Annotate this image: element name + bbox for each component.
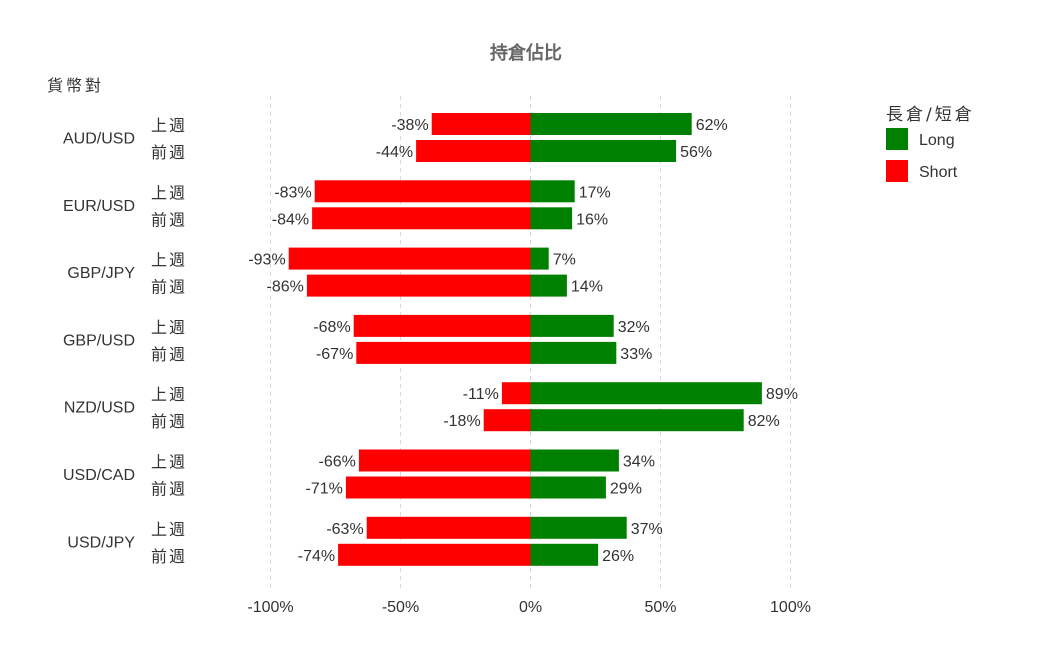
data-label-long: 37% <box>631 521 663 538</box>
data-label-short: -67% <box>316 346 353 363</box>
bar-long <box>530 274 567 297</box>
data-label-short: -71% <box>306 481 343 498</box>
period-label: 前週 <box>151 278 187 297</box>
data-label-short: -66% <box>319 454 356 471</box>
x-tick-label: 50% <box>644 599 676 616</box>
bar-long <box>530 314 614 337</box>
bar-long <box>530 543 599 566</box>
bar-short <box>353 314 531 337</box>
bar-long <box>530 140 677 162</box>
data-label-long: 26% <box>602 548 634 565</box>
data-label-long: 62% <box>696 117 728 134</box>
x-tick-label: -100% <box>247 599 293 616</box>
bar-short <box>345 476 531 499</box>
bar-short <box>483 409 531 432</box>
bar-long <box>530 409 744 432</box>
data-label-long: 56% <box>680 144 712 161</box>
period-label: 上週 <box>151 116 187 135</box>
period-label: 上週 <box>151 251 187 270</box>
category-label: USD/JPY <box>67 534 135 551</box>
bar-short <box>288 247 531 270</box>
data-label-short: -38% <box>391 117 428 134</box>
bar-short <box>416 140 531 162</box>
bar-short <box>501 382 531 405</box>
data-label-long: 17% <box>579 184 611 201</box>
bar-long <box>530 207 573 230</box>
period-label: 前週 <box>151 480 187 499</box>
bar-long <box>530 382 762 405</box>
legend: 長倉/短倉 Long Short <box>886 105 975 182</box>
data-label-long: 7% <box>553 252 576 269</box>
data-label-long: 89% <box>766 386 798 403</box>
data-label-short: -86% <box>267 279 304 296</box>
bar-long <box>530 247 549 270</box>
bar-long <box>530 341 617 364</box>
data-label-short: -93% <box>248 252 285 269</box>
category-label: NZD/USD <box>64 400 135 417</box>
period-label: 前週 <box>151 547 187 566</box>
category-axis-header: 貨幣對 <box>47 76 104 95</box>
x-axis-ticks: -100% -50% 0% 50% 100% <box>247 599 811 616</box>
bars <box>288 113 762 566</box>
bar-short <box>366 516 531 539</box>
bar-short <box>312 207 531 230</box>
data-label-short: -68% <box>313 319 350 336</box>
period-label: 上週 <box>151 183 187 202</box>
bar-short <box>358 449 531 472</box>
legend-swatch-long <box>886 128 908 150</box>
chart-title: 持倉佔比 <box>490 42 562 64</box>
period-label: 前週 <box>151 412 187 431</box>
data-labels: -38% 62% -44% 56% -83% 17% -84% 16% -93% 7% -86% 14… <box>248 117 798 565</box>
data-label-long: 82% <box>748 413 780 430</box>
data-label-long: 34% <box>623 454 655 471</box>
gridlines <box>270 96 791 588</box>
data-label-long: 32% <box>618 319 650 336</box>
period-label: 前週 <box>151 143 187 162</box>
data-label-long: 33% <box>620 346 652 363</box>
category-label: AUD/USD <box>63 131 135 148</box>
x-tick-label: 100% <box>770 599 811 616</box>
data-label-short: -84% <box>272 211 309 228</box>
bar-long <box>530 449 619 472</box>
period-label: 上週 <box>151 385 187 404</box>
bar-long <box>530 516 627 539</box>
period-label: 前週 <box>151 210 187 229</box>
period-label: 前週 <box>151 345 187 364</box>
category-labels: AUD/USD上週前週EUR/USD上週前週GBP/JPY上週前週GBP/USD… <box>63 116 187 566</box>
data-label-long: 14% <box>571 279 603 296</box>
period-label: 上週 <box>151 520 187 539</box>
x-tick-label: 0% <box>519 599 542 616</box>
legend-swatch-short <box>886 160 908 182</box>
legend-label-long: Long <box>919 132 955 149</box>
legend-label-short: Short <box>919 164 958 181</box>
category-label: EUR/USD <box>63 198 135 215</box>
data-label-short: -83% <box>274 184 311 201</box>
period-label: 上週 <box>151 318 187 337</box>
bar-short <box>356 341 531 364</box>
data-label-long: 16% <box>576 211 608 228</box>
data-label-short: -63% <box>326 521 363 538</box>
category-label: GBP/JPY <box>67 265 135 282</box>
data-label-short: -44% <box>376 144 413 161</box>
category-label: GBP/USD <box>63 332 135 349</box>
bar-long <box>530 476 606 499</box>
data-label-short: -18% <box>443 413 480 430</box>
category-label: USD/CAD <box>63 467 135 484</box>
data-label-long: 29% <box>610 481 642 498</box>
x-tick-label: -50% <box>382 599 419 616</box>
bar-long <box>530 113 692 135</box>
period-label: 上週 <box>151 453 187 472</box>
legend-title: 長倉/短倉 <box>886 105 975 125</box>
bar-long <box>530 180 575 203</box>
bar-short <box>431 113 531 135</box>
data-label-short: -74% <box>298 548 335 565</box>
data-label-short: -11% <box>463 386 499 403</box>
bar-short <box>314 180 531 203</box>
bar-short <box>306 274 531 297</box>
bar-short <box>338 543 531 566</box>
